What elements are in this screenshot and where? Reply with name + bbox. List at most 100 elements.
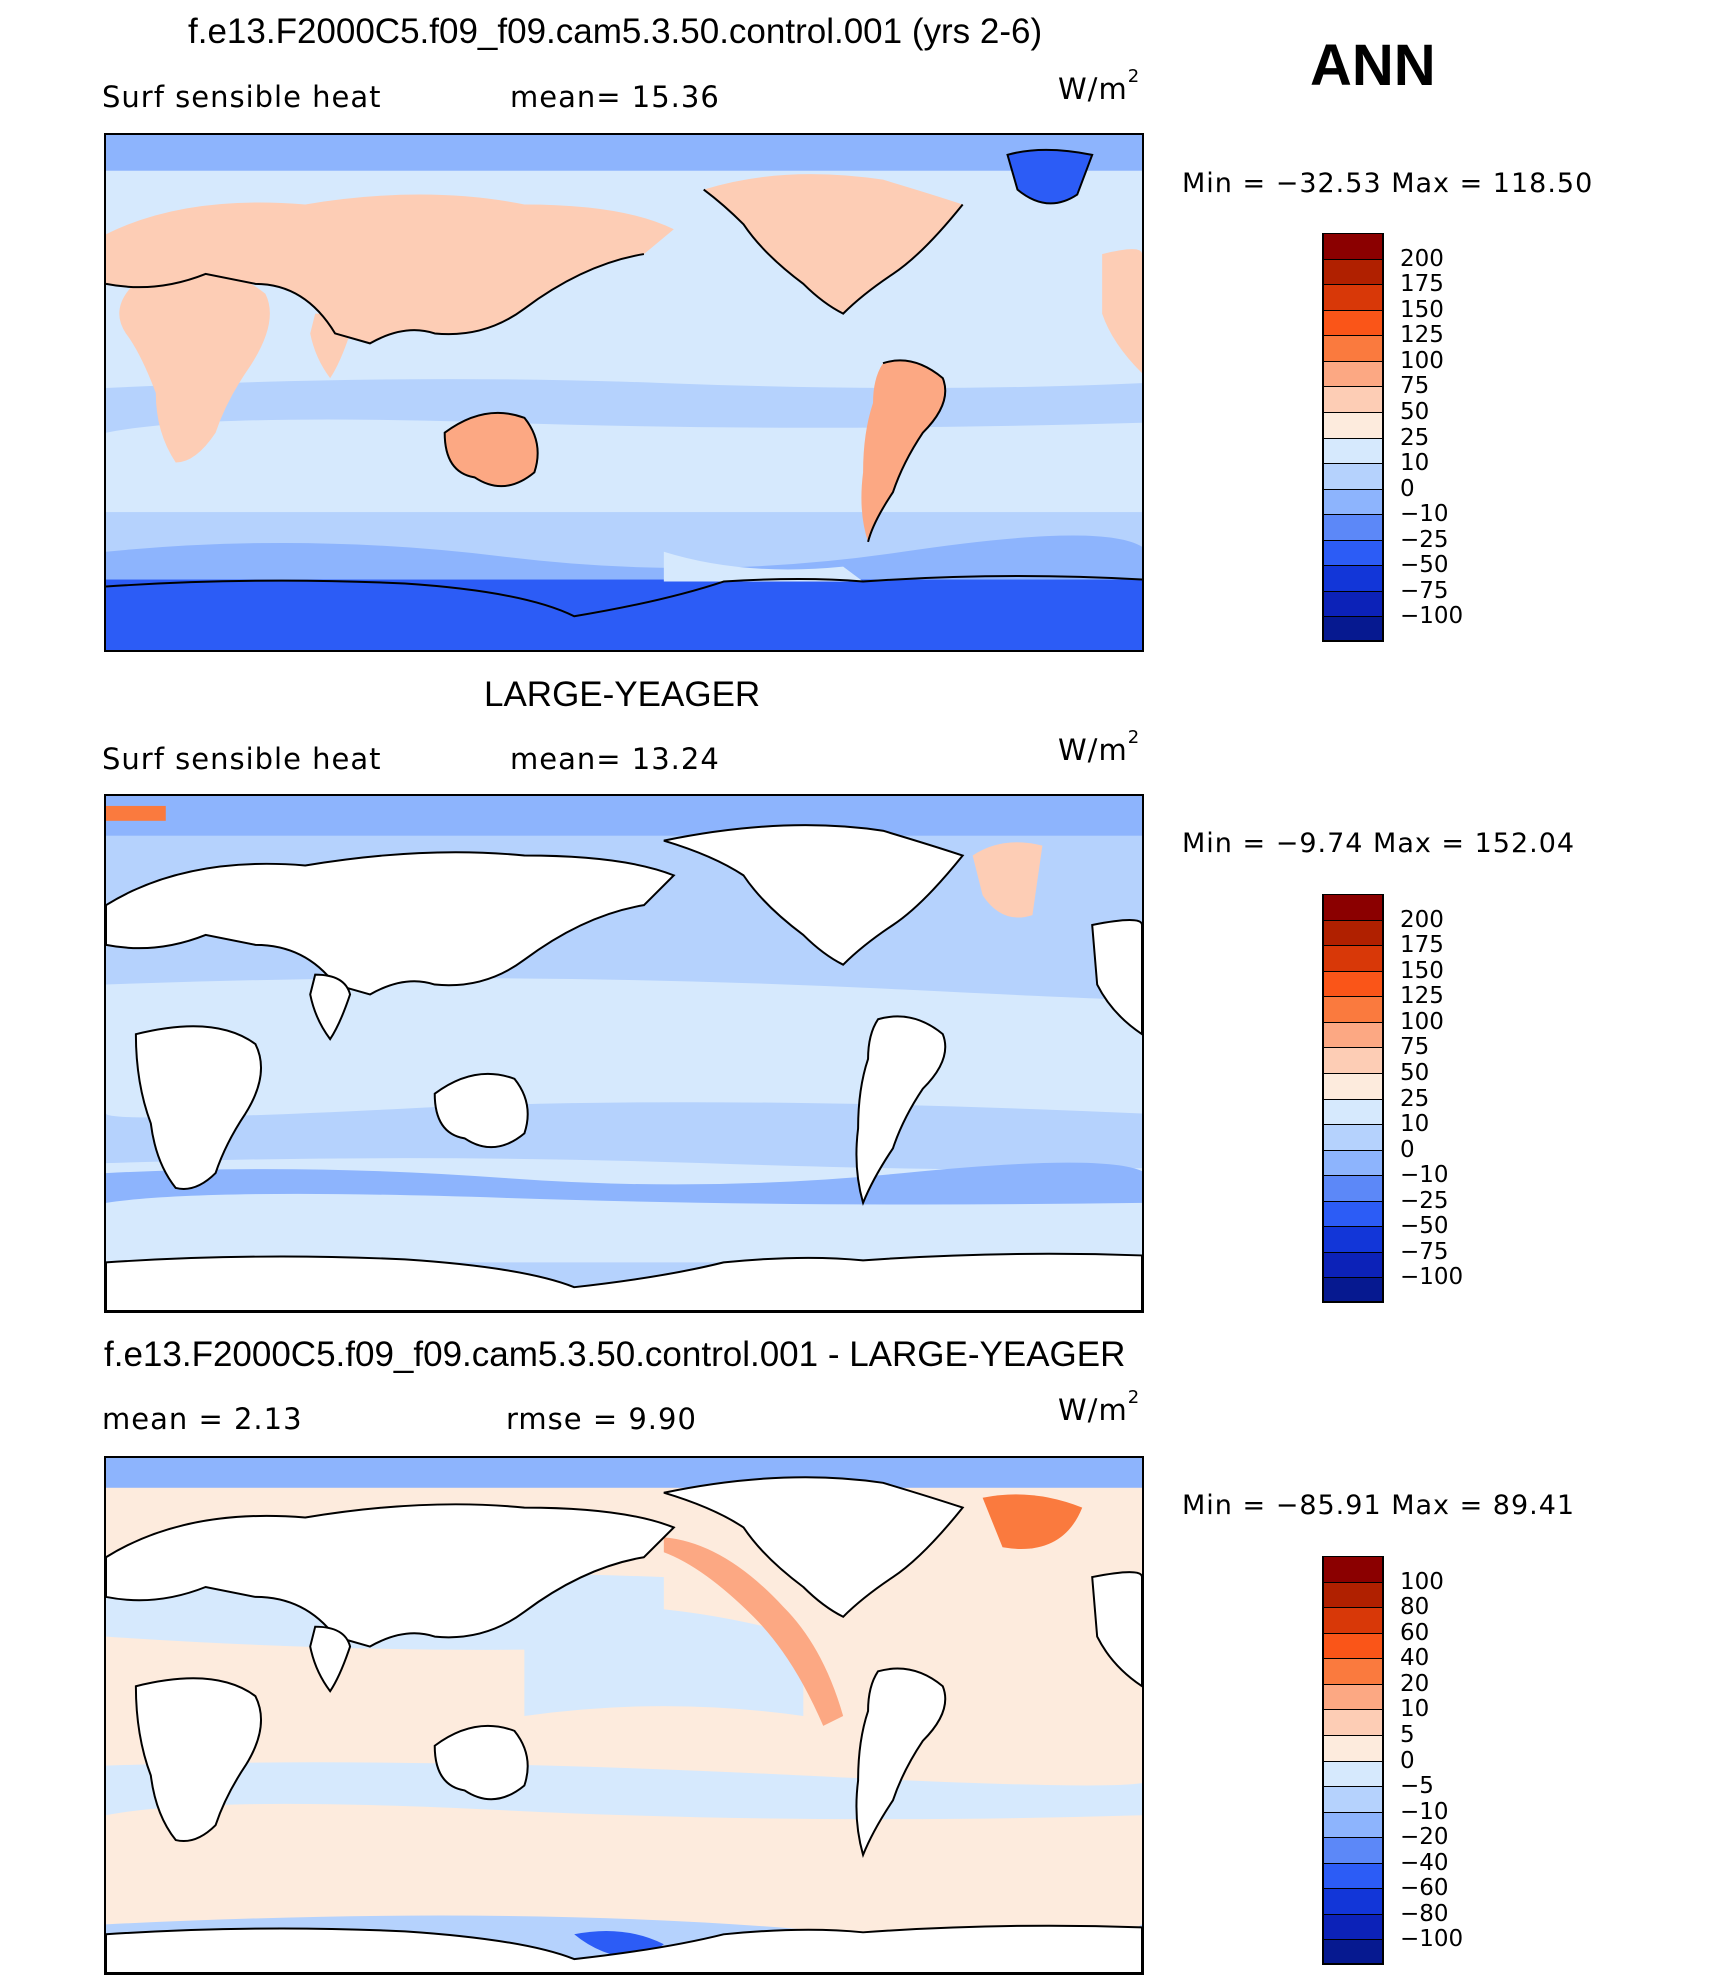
- panel-2-min-max: Min = −9.74 Max = 152.04: [1182, 828, 1576, 859]
- colorbar-swatch: [1322, 1047, 1384, 1073]
- panel-1-units: W/m2: [1058, 66, 1141, 106]
- colorbar-swatch: [1322, 894, 1384, 920]
- colorbar-tick-label: −25: [1400, 1187, 1449, 1214]
- colorbar-swatch: [1322, 590, 1384, 617]
- panel-1-min-max: Min = −32.53 Max = 118.50: [1182, 168, 1594, 199]
- colorbar-swatch: [1322, 386, 1384, 412]
- colorbar-swatch: [1322, 463, 1384, 489]
- panel-1-map: [104, 133, 1144, 652]
- colorbar-tick-label: −50: [1400, 1213, 1449, 1240]
- colorbar-swatch: [1322, 1607, 1384, 1633]
- colorbar-tick-label: 75: [1400, 373, 1430, 400]
- colorbar-swatch: [1322, 1277, 1384, 1303]
- colorbar-swatch: [1322, 945, 1384, 971]
- colorbar-swatch: [1322, 1658, 1384, 1684]
- colorbar-tick-label: 75: [1400, 1034, 1430, 1061]
- colorbar-swatch: [1322, 335, 1384, 361]
- colorbar-swatch: [1322, 309, 1384, 336]
- panel-3-title: f.e13.F2000C5.f09_f09.cam5.3.50.control.…: [104, 1335, 1126, 1374]
- colorbar-tick-label: −10: [1400, 1162, 1449, 1189]
- colorbar-tick-label: 25: [1400, 1085, 1430, 1112]
- colorbar-swatch: [1322, 1760, 1384, 1787]
- colorbar-swatch: [1322, 437, 1384, 464]
- colorbar-tick-label: 0: [1400, 1747, 1415, 1774]
- colorbar-tick-label: 100: [1400, 347, 1444, 374]
- colorbar-tick-label: 5: [1400, 1721, 1415, 1748]
- colorbar-swatch: [1322, 284, 1384, 310]
- colorbar-swatch: [1322, 1683, 1384, 1710]
- colorbar-swatch: [1322, 488, 1384, 515]
- colorbar-tick-label: −50: [1400, 552, 1449, 579]
- colorbar-tick-label: −40: [1400, 1849, 1449, 1876]
- panel-2-map-svg: [106, 796, 1142, 1311]
- colorbar-tick-label: 10: [1400, 1696, 1430, 1723]
- panel-2-title: LARGE-YEAGER: [484, 675, 761, 714]
- colorbar-swatch: [1322, 1021, 1384, 1048]
- colorbar-tick-label: 0: [1400, 475, 1415, 502]
- colorbar-tick-label: 10: [1400, 1111, 1430, 1138]
- colorbar-swatch: [1322, 258, 1384, 285]
- colorbar-swatch: [1322, 1581, 1384, 1608]
- colorbar-tick-label: 40: [1400, 1645, 1430, 1672]
- colorbar-tick-label: 175: [1400, 932, 1444, 959]
- panel-3-map-svg: [106, 1458, 1142, 1973]
- colorbar-swatch: [1322, 1632, 1384, 1659]
- panel-3-mean-label: mean = 2.13: [102, 1402, 303, 1436]
- colorbar-swatch: [1322, 1862, 1384, 1889]
- colorbar-tick-label: −60: [1400, 1875, 1449, 1902]
- panel-2-mean-label: mean= 13.24: [510, 742, 720, 776]
- colorbar-tick-label: 150: [1400, 957, 1444, 984]
- colorbar-tick-label: −25: [1400, 526, 1449, 553]
- colorbar-swatch: [1322, 996, 1384, 1022]
- colorbar-swatch: [1322, 1175, 1384, 1201]
- colorbar-swatch: [1322, 616, 1384, 642]
- colorbar-tick-label: 80: [1400, 1594, 1430, 1621]
- season-label: ANN: [1310, 33, 1436, 98]
- colorbar-tick-label: 150: [1400, 296, 1444, 323]
- panel-3-rmse-label: rmse = 9.90: [506, 1402, 697, 1436]
- panel-2-variable-label: Surf sensible heat: [102, 742, 382, 776]
- colorbar-swatch: [1322, 1888, 1384, 1914]
- colorbar-tick-label: −100: [1400, 603, 1464, 630]
- colorbar-swatch: [1322, 1226, 1384, 1252]
- panel-1-map-svg: [106, 135, 1142, 650]
- colorbar-tick-label: 100: [1400, 1008, 1444, 1035]
- panel-3-min-max: Min = −85.91 Max = 89.41: [1182, 1490, 1576, 1521]
- colorbar-swatch: [1322, 1124, 1384, 1150]
- colorbar-swatch: [1322, 1149, 1384, 1176]
- panel-2-map: [104, 794, 1144, 1313]
- colorbar-tick-label: −10: [1400, 501, 1449, 528]
- colorbar-swatch: [1322, 1811, 1384, 1838]
- colorbar-tick-label: 25: [1400, 424, 1430, 451]
- colorbar-tick-label: 0: [1400, 1136, 1415, 1163]
- colorbar-tick-label: −75: [1400, 577, 1449, 604]
- colorbar-swatch: [1322, 539, 1384, 566]
- colorbar-tick-label: 200: [1400, 906, 1444, 933]
- colorbar-swatch: [1322, 565, 1384, 591]
- colorbar-tick-label: 60: [1400, 1619, 1430, 1646]
- colorbar-swatch: [1322, 1200, 1384, 1227]
- panel-2-colorbar: 200 175 150 125 100 75 50 25 10 0 −10 −25 −50 −75 −100: [1322, 894, 1463, 1303]
- colorbar-tick-label: −75: [1400, 1238, 1449, 1265]
- colorbar-swatch: [1322, 1072, 1384, 1099]
- colorbar-tick-label: 10: [1400, 450, 1430, 477]
- panel-2-units: W/m2: [1058, 727, 1141, 767]
- panel-3-units: W/m2: [1058, 1387, 1141, 1427]
- colorbar-swatch: [1322, 970, 1384, 997]
- colorbar-swatch: [1322, 919, 1384, 946]
- colorbar-tick-label: −100: [1400, 1264, 1464, 1291]
- colorbar-tick-label: −80: [1400, 1900, 1449, 1927]
- colorbar-tick-label: 20: [1400, 1670, 1430, 1697]
- colorbar-tick-label: −5: [1400, 1773, 1434, 1800]
- colorbar-swatch: [1322, 1734, 1384, 1761]
- colorbar-swatch: [1322, 1556, 1384, 1582]
- colorbar-swatch: [1322, 411, 1384, 438]
- colorbar-tick-label: 175: [1400, 271, 1444, 298]
- colorbar-tick-label: 50: [1400, 398, 1430, 425]
- panel-1-title: f.e13.F2000C5.f09_f09.cam5.3.50.control.…: [188, 12, 1043, 51]
- panel-1-variable-label: Surf sensible heat: [102, 80, 382, 114]
- colorbar-swatch: [1322, 1837, 1384, 1863]
- colorbar-swatch: [1322, 514, 1384, 540]
- colorbar-swatch: [1322, 233, 1384, 259]
- colorbar-swatch: [1322, 1098, 1384, 1125]
